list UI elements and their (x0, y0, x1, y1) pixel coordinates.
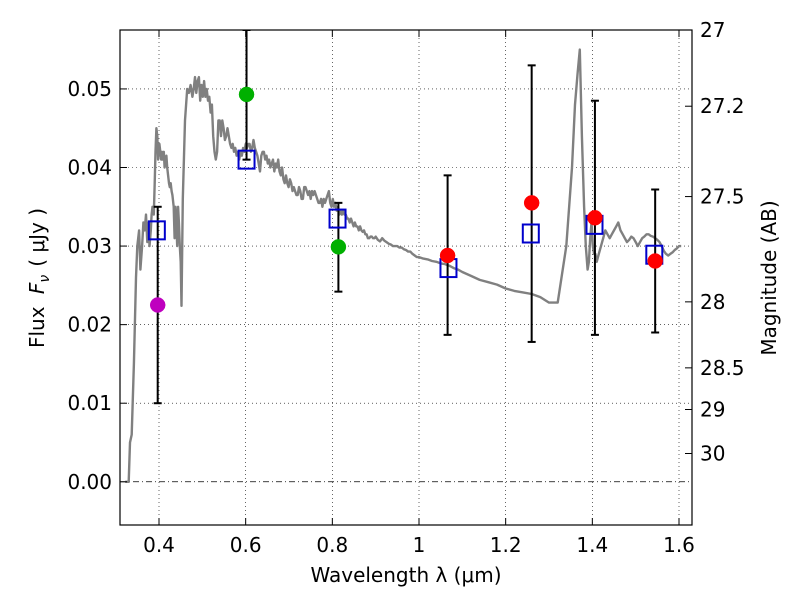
observed-point (238, 86, 255, 103)
y2-tick-label: 29 (700, 398, 725, 422)
y-tick-label: 0.01 (67, 391, 112, 415)
model-sed-layer (125, 48, 682, 483)
y-tick-label: 0.00 (67, 470, 112, 494)
y-axis-ticks: 0.00 0.01 0.02 0.03 0.04 0.05 (67, 77, 127, 494)
model-band-square (147, 220, 166, 241)
x-tick-label: 1.6 (663, 533, 695, 557)
y2-tick-label: 28 (700, 290, 725, 314)
model-sed-line (125, 48, 682, 483)
y2-tick-label: 30 (700, 442, 725, 466)
observed-point (149, 297, 166, 313)
y2-tick-label: 28.5 (700, 356, 745, 380)
y2-tick-label: 27.5 (700, 185, 745, 209)
y2-tick-label: 27 (700, 18, 725, 42)
observed-point (439, 247, 456, 264)
y2-axis-ticks: 27 27.2 27.5 28 28.5 29 30 (685, 18, 745, 466)
x-axis-label: Wavelength λ (μm) (310, 563, 501, 587)
observed-point (587, 210, 603, 226)
y2-axis-label: Magnitude (AB) (757, 200, 781, 355)
model-band-square (328, 208, 347, 229)
observed-points (149, 86, 663, 313)
x-tick-label: 1.2 (490, 533, 522, 557)
y-tick-label: 0.03 (67, 234, 112, 258)
observed-point (647, 253, 663, 269)
y2-tick-label: 27.2 (700, 94, 745, 118)
y-tick-label: 0.04 (67, 156, 112, 180)
model-band-square (237, 149, 256, 170)
x-tick-label: 1.4 (576, 533, 608, 557)
observed-point (523, 195, 540, 211)
y-tick-label: 0.02 (67, 313, 112, 337)
x-tick-label: 0.4 (143, 533, 175, 557)
y-axis-label: Flux Fν( μJy ) (25, 208, 53, 348)
model-band-square (521, 223, 540, 244)
observed-point (330, 239, 347, 255)
x-axis-ticks: 0.4 0.6 0.8 1 1.2 1.4 1.6 (143, 30, 695, 557)
grid (120, 30, 692, 525)
x-tick-label: 0.8 (316, 533, 348, 557)
x-tick-label: 1 (413, 533, 426, 557)
x-tick-label: 0.6 (230, 533, 262, 557)
y-tick-label: 0.05 (67, 77, 112, 101)
plot-frame (119, 29, 693, 526)
